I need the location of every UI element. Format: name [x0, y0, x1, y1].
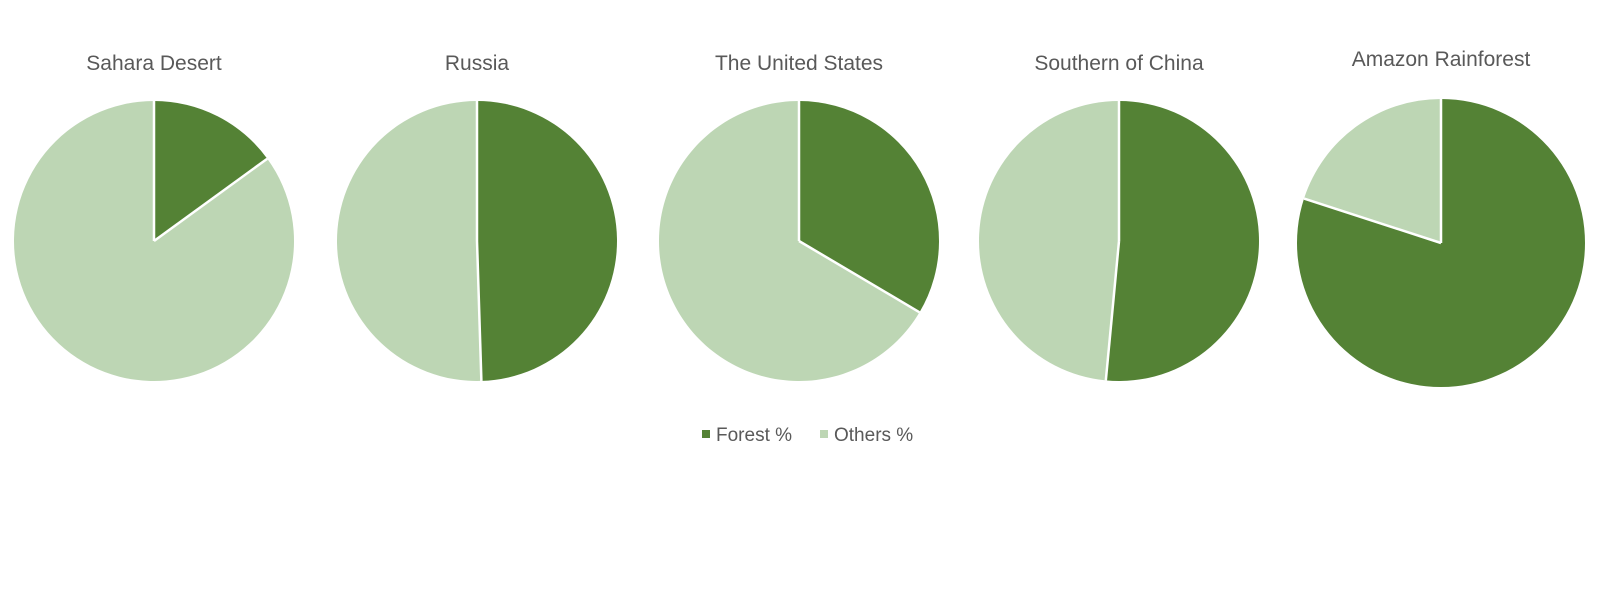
- others-slice: [1304, 99, 1441, 243]
- forest-slice: [477, 101, 617, 381]
- legend-swatch: [820, 430, 828, 438]
- forest-slice: [799, 101, 939, 313]
- legend: Forest % Others %: [702, 425, 913, 446]
- pie-southern-of-china: Southern of China: [979, 52, 1259, 381]
- legend-label: Forest %: [716, 425, 792, 446]
- slice-separator: [153, 157, 268, 243]
- pie-title: Southern of China: [1034, 52, 1204, 75]
- slice-separator: [1303, 197, 1442, 245]
- legend-item-forest: Forest %: [702, 425, 792, 446]
- forest-slice: [154, 101, 268, 241]
- pie-title: Russia: [445, 52, 510, 75]
- pie-amazon-rainforest: Amazon Rainforest: [1297, 48, 1585, 387]
- slice-separator: [798, 239, 921, 314]
- others-slice: [659, 101, 920, 382]
- pie-sahara-desert: Sahara Desert: [13, 52, 295, 382]
- slice-separator: [1104, 240, 1121, 381]
- others-slice: [979, 101, 1119, 381]
- pie-russia: Russia: [336, 52, 617, 381]
- legend-item-others: Others %: [820, 425, 913, 446]
- pie-title: Sahara Desert: [86, 52, 222, 75]
- pie-the-united-states: The United States: [659, 52, 939, 382]
- pie-title: The United States: [715, 52, 883, 75]
- forest-slice: [1105, 101, 1259, 381]
- others-slice: [336, 101, 482, 381]
- pie-title: Amazon Rainforest: [1352, 48, 1531, 71]
- slice-separator: [475, 240, 483, 381]
- legend-label: Others %: [834, 425, 913, 446]
- legend-swatch: [702, 430, 710, 438]
